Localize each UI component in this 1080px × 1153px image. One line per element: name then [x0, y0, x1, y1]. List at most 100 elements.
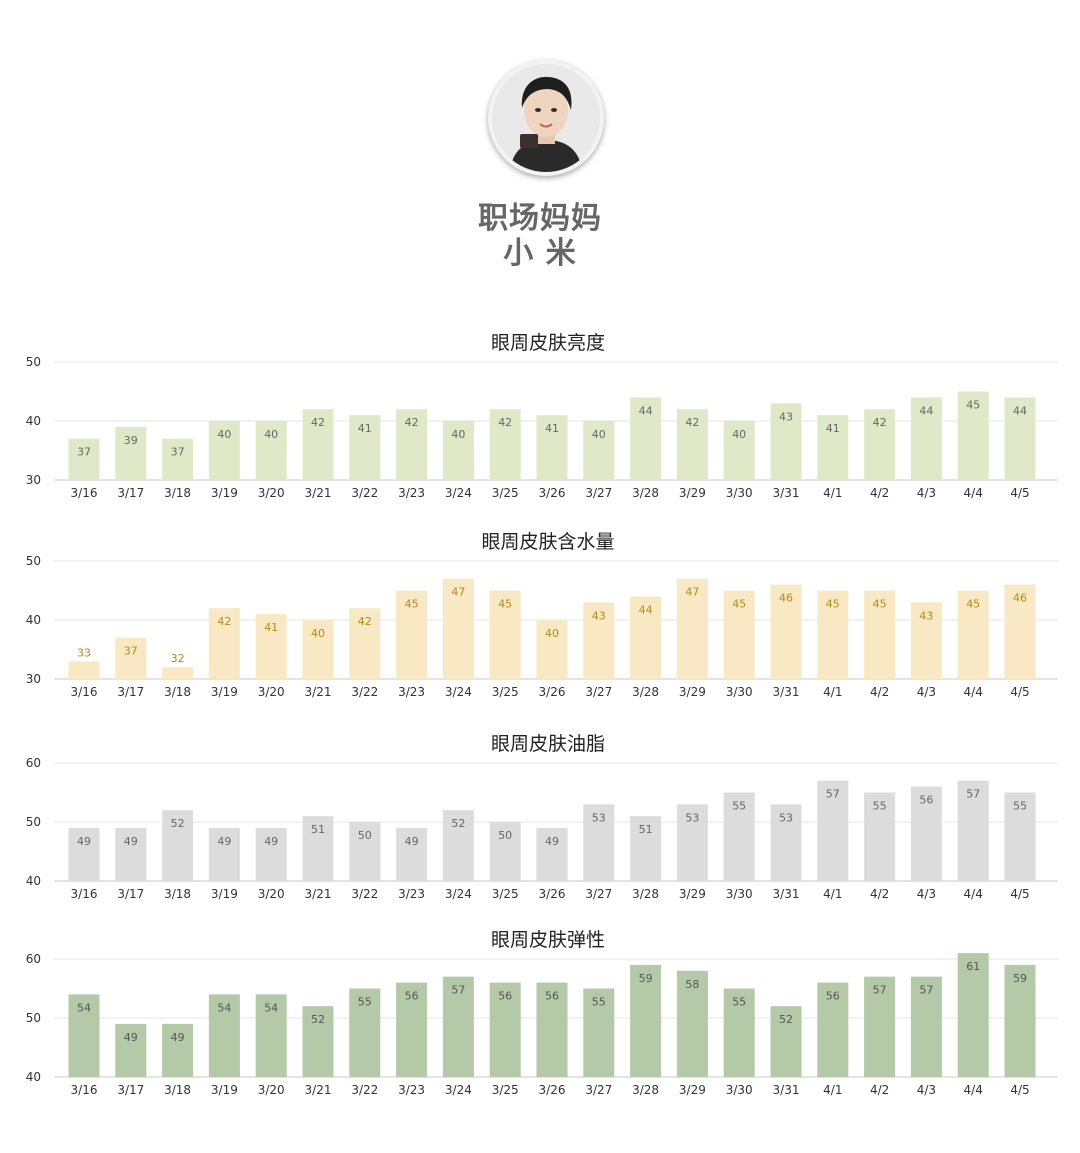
chart-title-oil: 眼周皮肤油脂 [491, 733, 605, 755]
value-label: 37 [124, 645, 138, 658]
bar-4/4 [957, 590, 989, 679]
value-label: 55 [358, 996, 372, 1009]
value-label: 47 [685, 586, 699, 599]
value-label: 49 [405, 835, 419, 848]
bar-3/28 [630, 816, 662, 881]
value-label: 58 [685, 978, 699, 991]
value-label: 55 [592, 996, 606, 1009]
bar-4/5 [1004, 792, 1036, 881]
category-label: 3/18 [164, 887, 191, 901]
value-label: 59 [639, 972, 653, 985]
y-tick-label: 60 [26, 756, 41, 770]
bar-3/28 [630, 596, 662, 679]
y-tick-label: 50 [26, 815, 41, 829]
bar-4/4 [957, 780, 989, 881]
value-label: 49 [264, 835, 278, 848]
bar-3/26 [536, 982, 568, 1077]
value-label: 40 [545, 627, 559, 640]
bar-3/31 [770, 804, 802, 881]
bar-3/27 [583, 988, 615, 1077]
y-tick-label: 30 [26, 473, 41, 487]
bar-4/4 [957, 953, 989, 1077]
category-label: 4/5 [1010, 1083, 1029, 1097]
bar-4/1 [817, 780, 849, 881]
profile-header: 职场妈妈 小 米 [0, 0, 1080, 300]
bar-3/23 [396, 590, 428, 679]
category-label: 3/29 [679, 486, 706, 500]
bar-3/27 [583, 421, 615, 480]
category-label: 3/18 [164, 685, 191, 699]
category-label: 3/27 [585, 1083, 612, 1097]
value-label: 41 [264, 621, 278, 634]
category-label: 4/2 [870, 887, 889, 901]
category-label: 3/19 [211, 1083, 238, 1097]
bar-4/3 [910, 976, 942, 1077]
category-label: 3/20 [258, 887, 285, 901]
category-label: 4/2 [870, 486, 889, 500]
bar-3/26 [536, 620, 568, 679]
category-label: 4/5 [1010, 685, 1029, 699]
bar-3/18 [162, 1023, 194, 1077]
avatar [488, 60, 604, 176]
y-tick-label: 60 [26, 952, 41, 966]
chart-moisture: 眼周皮肤含水量 30 40 50 33 3/16 37 3/17 32 3/18 42 3/19 41 3… [0, 526, 1080, 706]
value-label: 51 [639, 823, 653, 836]
value-label: 40 [264, 428, 278, 441]
bar-3/30 [723, 792, 755, 881]
category-label: 3/24 [445, 486, 472, 500]
bar-3/20 [255, 827, 287, 881]
value-label: 45 [732, 598, 746, 611]
category-label: 4/4 [964, 685, 983, 699]
chart-title-moisture: 眼周皮肤含水量 [481, 531, 614, 553]
category-label: 3/16 [71, 887, 98, 901]
value-label: 40 [311, 627, 325, 640]
value-label: 55 [732, 996, 746, 1009]
bar-4/3 [910, 397, 942, 480]
category-label: 4/3 [917, 887, 936, 901]
value-label: 42 [498, 416, 512, 429]
value-label: 49 [124, 1031, 138, 1044]
value-label: 53 [685, 811, 699, 824]
chart-title-elasticity: 眼周皮肤弹性 [491, 929, 605, 951]
value-label: 55 [1013, 800, 1027, 813]
category-label: 3/27 [585, 887, 612, 901]
category-label: 3/22 [351, 1083, 378, 1097]
value-label: 46 [779, 592, 793, 605]
value-label: 52 [451, 817, 465, 830]
bar-3/20 [255, 994, 287, 1077]
profile-title: 职场妈妈 [478, 201, 602, 236]
category-label: 3/16 [71, 486, 98, 500]
bar-3/31 [770, 584, 802, 679]
category-label: 3/19 [211, 685, 238, 699]
bar-3/24 [442, 976, 474, 1077]
value-label: 37 [171, 446, 185, 459]
value-label: 40 [451, 428, 465, 441]
category-label: 3/18 [164, 1083, 191, 1097]
category-label: 3/17 [117, 486, 144, 500]
bar-3/28 [630, 397, 662, 480]
y-tick-label: 40 [26, 874, 41, 888]
category-label: 3/23 [398, 486, 425, 500]
category-label: 3/16 [71, 1083, 98, 1097]
bar-3/25 [489, 590, 521, 679]
value-label: 45 [826, 598, 840, 611]
bar-3/18 [162, 438, 194, 480]
value-label: 49 [171, 1031, 185, 1044]
bar-4/1 [817, 982, 849, 1077]
category-label: 3/28 [632, 486, 659, 500]
category-label: 3/31 [773, 486, 800, 500]
chart-elasticity: 眼周皮肤弹性 40 50 60 54 3/16 49 3/17 49 3/18 54 3/19 54 3/… [0, 924, 1080, 1104]
value-label: 42 [873, 416, 887, 429]
category-label: 3/24 [445, 1083, 472, 1097]
value-label: 45 [405, 598, 419, 611]
category-label: 4/1 [823, 887, 842, 901]
value-label: 56 [826, 990, 840, 1003]
category-label: 3/22 [351, 486, 378, 500]
value-label: 43 [779, 410, 793, 423]
value-label: 49 [77, 835, 91, 848]
value-label: 57 [919, 984, 933, 997]
bar-3/31 [770, 1006, 802, 1077]
bar-3/25 [489, 409, 521, 480]
category-label: 4/1 [823, 1083, 842, 1097]
bar-3/19 [208, 421, 240, 480]
